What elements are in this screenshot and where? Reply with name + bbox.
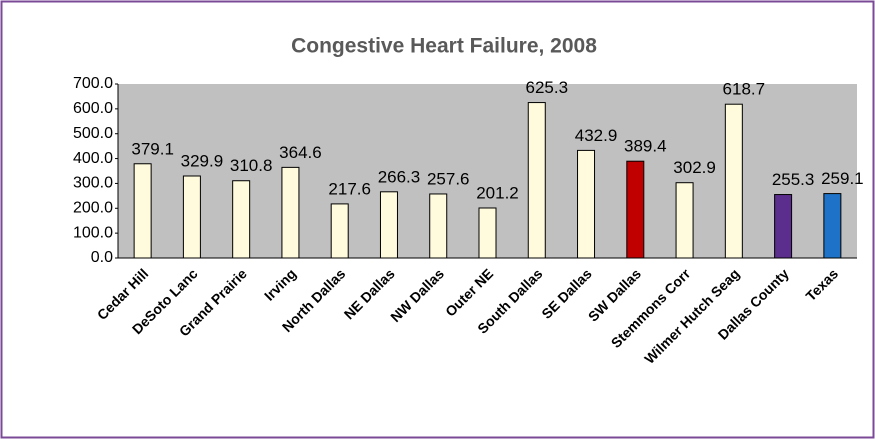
value-label: 257.6 [427, 169, 470, 188]
value-label: 217.6 [328, 179, 371, 198]
y-tick-label: 600.0 [73, 100, 113, 117]
value-label: 255.3 [772, 170, 815, 189]
y-tick-label: 0.0 [91, 249, 113, 266]
chart-title: Congestive Heart Failure, 2008 [291, 35, 597, 58]
bar [527, 102, 546, 259]
value-label: 302.9 [673, 158, 716, 177]
bar [182, 175, 201, 259]
value-label: 379.1 [131, 139, 174, 158]
value-label: 432.9 [575, 126, 618, 145]
bar [133, 163, 152, 259]
bar [281, 166, 300, 259]
y-tick-label: 300.0 [73, 175, 113, 192]
bar [724, 103, 743, 259]
y-tick-label: 700.0 [73, 75, 113, 92]
y-tick-label: 100.0 [73, 224, 113, 241]
value-label: 266.3 [378, 167, 421, 186]
value-label: 389.4 [624, 137, 667, 156]
value-label: 625.3 [525, 78, 568, 97]
bar [577, 149, 596, 259]
bar [429, 193, 448, 259]
bar [675, 182, 694, 259]
value-label: 329.9 [181, 151, 224, 170]
y-tick-label: 200.0 [73, 200, 113, 217]
bar [823, 193, 842, 259]
bar [774, 194, 793, 259]
value-label: 618.7 [723, 80, 766, 99]
bar [626, 160, 645, 259]
bar [478, 207, 497, 259]
bar [232, 180, 251, 259]
value-label: 201.2 [476, 183, 519, 202]
y-tick-label: 400.0 [73, 150, 113, 167]
bar [379, 191, 398, 259]
y-tick-label: 500.0 [73, 125, 113, 142]
value-label: 310.8 [230, 156, 273, 175]
bar [330, 203, 349, 259]
value-label: 259.1 [821, 169, 864, 188]
value-label: 364.6 [279, 143, 322, 162]
